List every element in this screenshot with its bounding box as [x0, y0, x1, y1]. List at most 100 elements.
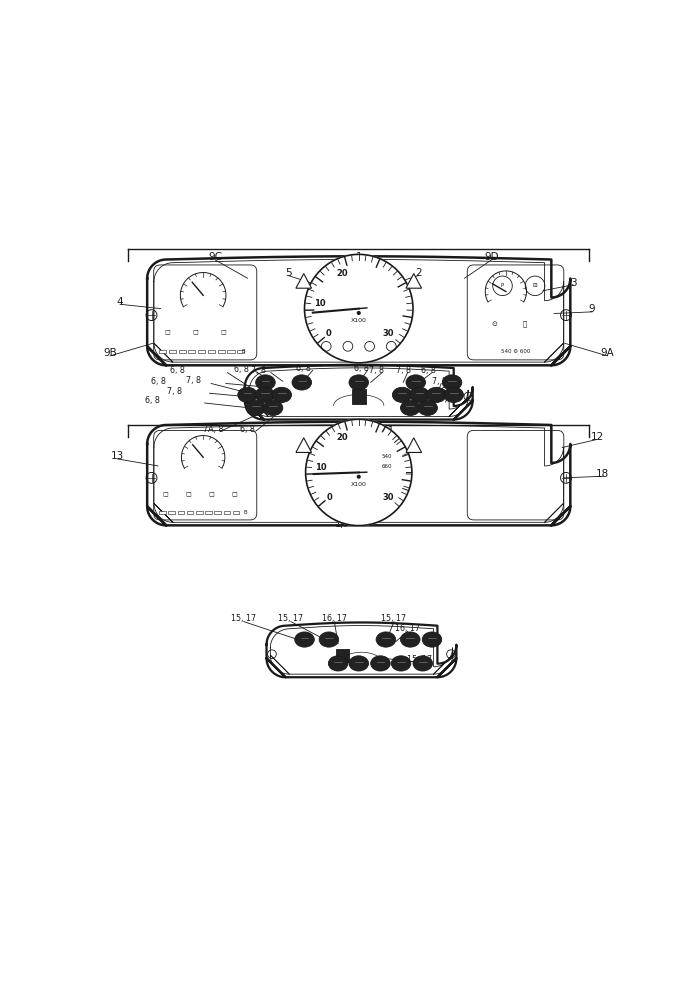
Text: 4: 4 — [117, 297, 123, 307]
Text: ⊟: ⊟ — [533, 283, 538, 288]
Text: P: P — [501, 283, 504, 288]
Circle shape — [306, 419, 412, 526]
Text: 6, 8: 6, 8 — [441, 387, 456, 396]
Ellipse shape — [349, 375, 368, 390]
Text: 10: 10 — [337, 426, 347, 435]
Bar — [208, 350, 215, 353]
Ellipse shape — [349, 656, 368, 671]
Ellipse shape — [246, 400, 265, 415]
Text: 540: 540 — [381, 454, 391, 459]
Text: 6, 8: 6, 8 — [145, 396, 160, 405]
Bar — [214, 511, 221, 514]
Text: 10: 10 — [315, 463, 327, 472]
Text: 0: 0 — [327, 493, 332, 502]
Ellipse shape — [238, 387, 258, 402]
Ellipse shape — [400, 632, 420, 647]
Bar — [237, 350, 244, 353]
Text: 30: 30 — [382, 493, 394, 502]
Polygon shape — [296, 438, 312, 452]
Ellipse shape — [406, 375, 426, 390]
Text: 6, 8: 6, 8 — [240, 425, 255, 434]
Text: 15, 17: 15, 17 — [382, 614, 407, 623]
Text: 6, 8: 6, 8 — [169, 366, 184, 375]
Text: ◻: ◻ — [162, 490, 169, 496]
Text: ◻: ◻ — [209, 490, 214, 496]
Ellipse shape — [426, 387, 446, 402]
Text: B: B — [241, 349, 245, 354]
Ellipse shape — [400, 400, 420, 415]
Polygon shape — [406, 438, 421, 452]
Ellipse shape — [422, 632, 442, 647]
Text: 6, 8: 6, 8 — [234, 365, 248, 374]
Bar — [218, 350, 225, 353]
Bar — [169, 350, 176, 353]
Bar — [159, 350, 166, 353]
Text: 6, 8: 6, 8 — [354, 364, 369, 373]
Polygon shape — [406, 274, 421, 288]
FancyBboxPatch shape — [154, 265, 257, 360]
Text: 15, 17: 15, 17 — [407, 655, 432, 664]
Polygon shape — [296, 274, 312, 288]
Text: 30: 30 — [383, 329, 394, 338]
Ellipse shape — [391, 656, 411, 671]
Text: 9: 9 — [589, 304, 595, 314]
Text: 14: 14 — [335, 519, 348, 529]
Ellipse shape — [256, 375, 275, 390]
Text: 13: 13 — [111, 451, 124, 461]
Circle shape — [358, 312, 360, 314]
Ellipse shape — [295, 632, 314, 647]
Text: 12: 12 — [591, 432, 604, 442]
Bar — [233, 511, 239, 514]
Text: 7, 8: 7, 8 — [431, 377, 447, 386]
Text: 7A, 8: 7A, 8 — [203, 425, 223, 434]
Ellipse shape — [263, 400, 283, 415]
Text: 1: 1 — [356, 252, 362, 262]
Bar — [188, 350, 195, 353]
Text: 6, 8: 6, 8 — [421, 366, 435, 375]
Ellipse shape — [328, 656, 348, 671]
Text: 7, 8: 7, 8 — [395, 366, 411, 375]
Ellipse shape — [272, 387, 291, 402]
Ellipse shape — [413, 656, 433, 671]
Text: 7, 8: 7, 8 — [251, 366, 266, 375]
Bar — [187, 511, 193, 514]
Bar — [159, 511, 166, 514]
Ellipse shape — [393, 387, 412, 402]
Text: 16, 17: 16, 17 — [322, 614, 346, 623]
Text: ◻: ◻ — [164, 328, 170, 334]
Ellipse shape — [255, 387, 274, 402]
FancyBboxPatch shape — [468, 430, 564, 520]
Text: 9D: 9D — [484, 252, 499, 262]
Ellipse shape — [371, 656, 390, 671]
Text: 0: 0 — [326, 329, 332, 338]
Circle shape — [358, 475, 360, 478]
Text: 9A: 9A — [601, 348, 614, 358]
Ellipse shape — [376, 632, 396, 647]
Text: 2: 2 — [415, 268, 421, 278]
Ellipse shape — [319, 632, 339, 647]
Text: 10: 10 — [314, 299, 326, 308]
Text: 3: 3 — [570, 278, 576, 288]
Text: 9B: 9B — [104, 348, 117, 358]
Text: ◻: ◻ — [193, 328, 198, 334]
Text: 540 ⚙ 600: 540 ⚙ 600 — [500, 349, 530, 354]
Bar — [336, 649, 349, 662]
Text: 660: 660 — [381, 464, 391, 469]
Text: 15, 17: 15, 17 — [231, 614, 256, 623]
Text: 20: 20 — [337, 433, 349, 442]
FancyBboxPatch shape — [468, 265, 564, 360]
Bar — [228, 350, 234, 353]
Text: 9C: 9C — [208, 252, 222, 262]
Ellipse shape — [418, 400, 438, 415]
Bar — [196, 511, 202, 514]
Bar — [198, 350, 205, 353]
Bar — [178, 350, 186, 353]
Ellipse shape — [410, 387, 429, 402]
Text: ◻: ◻ — [220, 328, 227, 334]
Text: X100: X100 — [351, 482, 367, 487]
Text: 16, 17: 16, 17 — [395, 624, 420, 633]
Text: 7, 8: 7, 8 — [369, 366, 384, 375]
Ellipse shape — [444, 387, 463, 402]
Bar — [351, 389, 366, 404]
FancyBboxPatch shape — [154, 430, 257, 520]
